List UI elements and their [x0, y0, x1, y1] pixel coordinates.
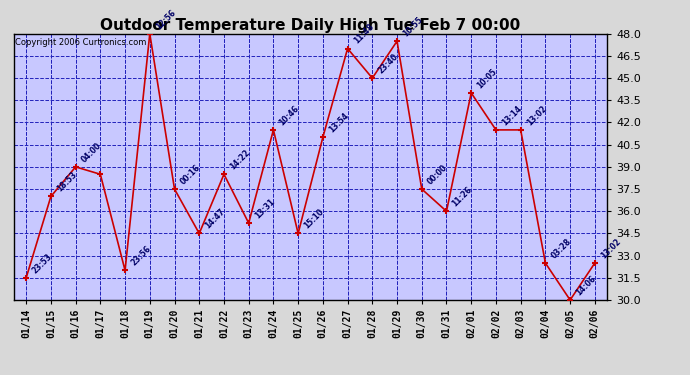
Text: 15:10: 15:10	[302, 207, 326, 231]
Title: Outdoor Temperature Daily High Tue Feb 7 00:00: Outdoor Temperature Daily High Tue Feb 7…	[100, 18, 521, 33]
Text: 14:06: 14:06	[574, 274, 598, 297]
Text: 00:16: 00:16	[179, 163, 202, 186]
Text: 14:22: 14:22	[228, 148, 252, 171]
Text: 00:00: 00:00	[426, 163, 449, 186]
Text: 10:05: 10:05	[475, 67, 499, 90]
Text: 11:48: 11:48	[352, 22, 375, 46]
Text: 18:53: 18:53	[55, 170, 79, 194]
Text: 13:14: 13:14	[500, 104, 524, 127]
Text: 13:02: 13:02	[599, 237, 622, 260]
Text: 11:26: 11:26	[451, 185, 474, 209]
Text: 13:54: 13:54	[327, 111, 351, 135]
Text: 10:46: 10:46	[277, 104, 301, 127]
Text: 13:02: 13:02	[525, 104, 549, 127]
Text: 23:53: 23:53	[30, 252, 54, 275]
Text: 14:47: 14:47	[204, 207, 227, 231]
Text: 13:31: 13:31	[253, 197, 276, 220]
Text: 23:40: 23:40	[377, 52, 400, 75]
Text: 23:56: 23:56	[129, 244, 152, 268]
Text: 03:28: 03:28	[549, 237, 573, 260]
Text: 10:55: 10:55	[401, 15, 424, 38]
Text: Copyright 2006 Curtronics.com: Copyright 2006 Curtronics.com	[15, 38, 146, 47]
Text: 04:00: 04:00	[80, 141, 104, 164]
Text: 12:56: 12:56	[154, 8, 177, 31]
